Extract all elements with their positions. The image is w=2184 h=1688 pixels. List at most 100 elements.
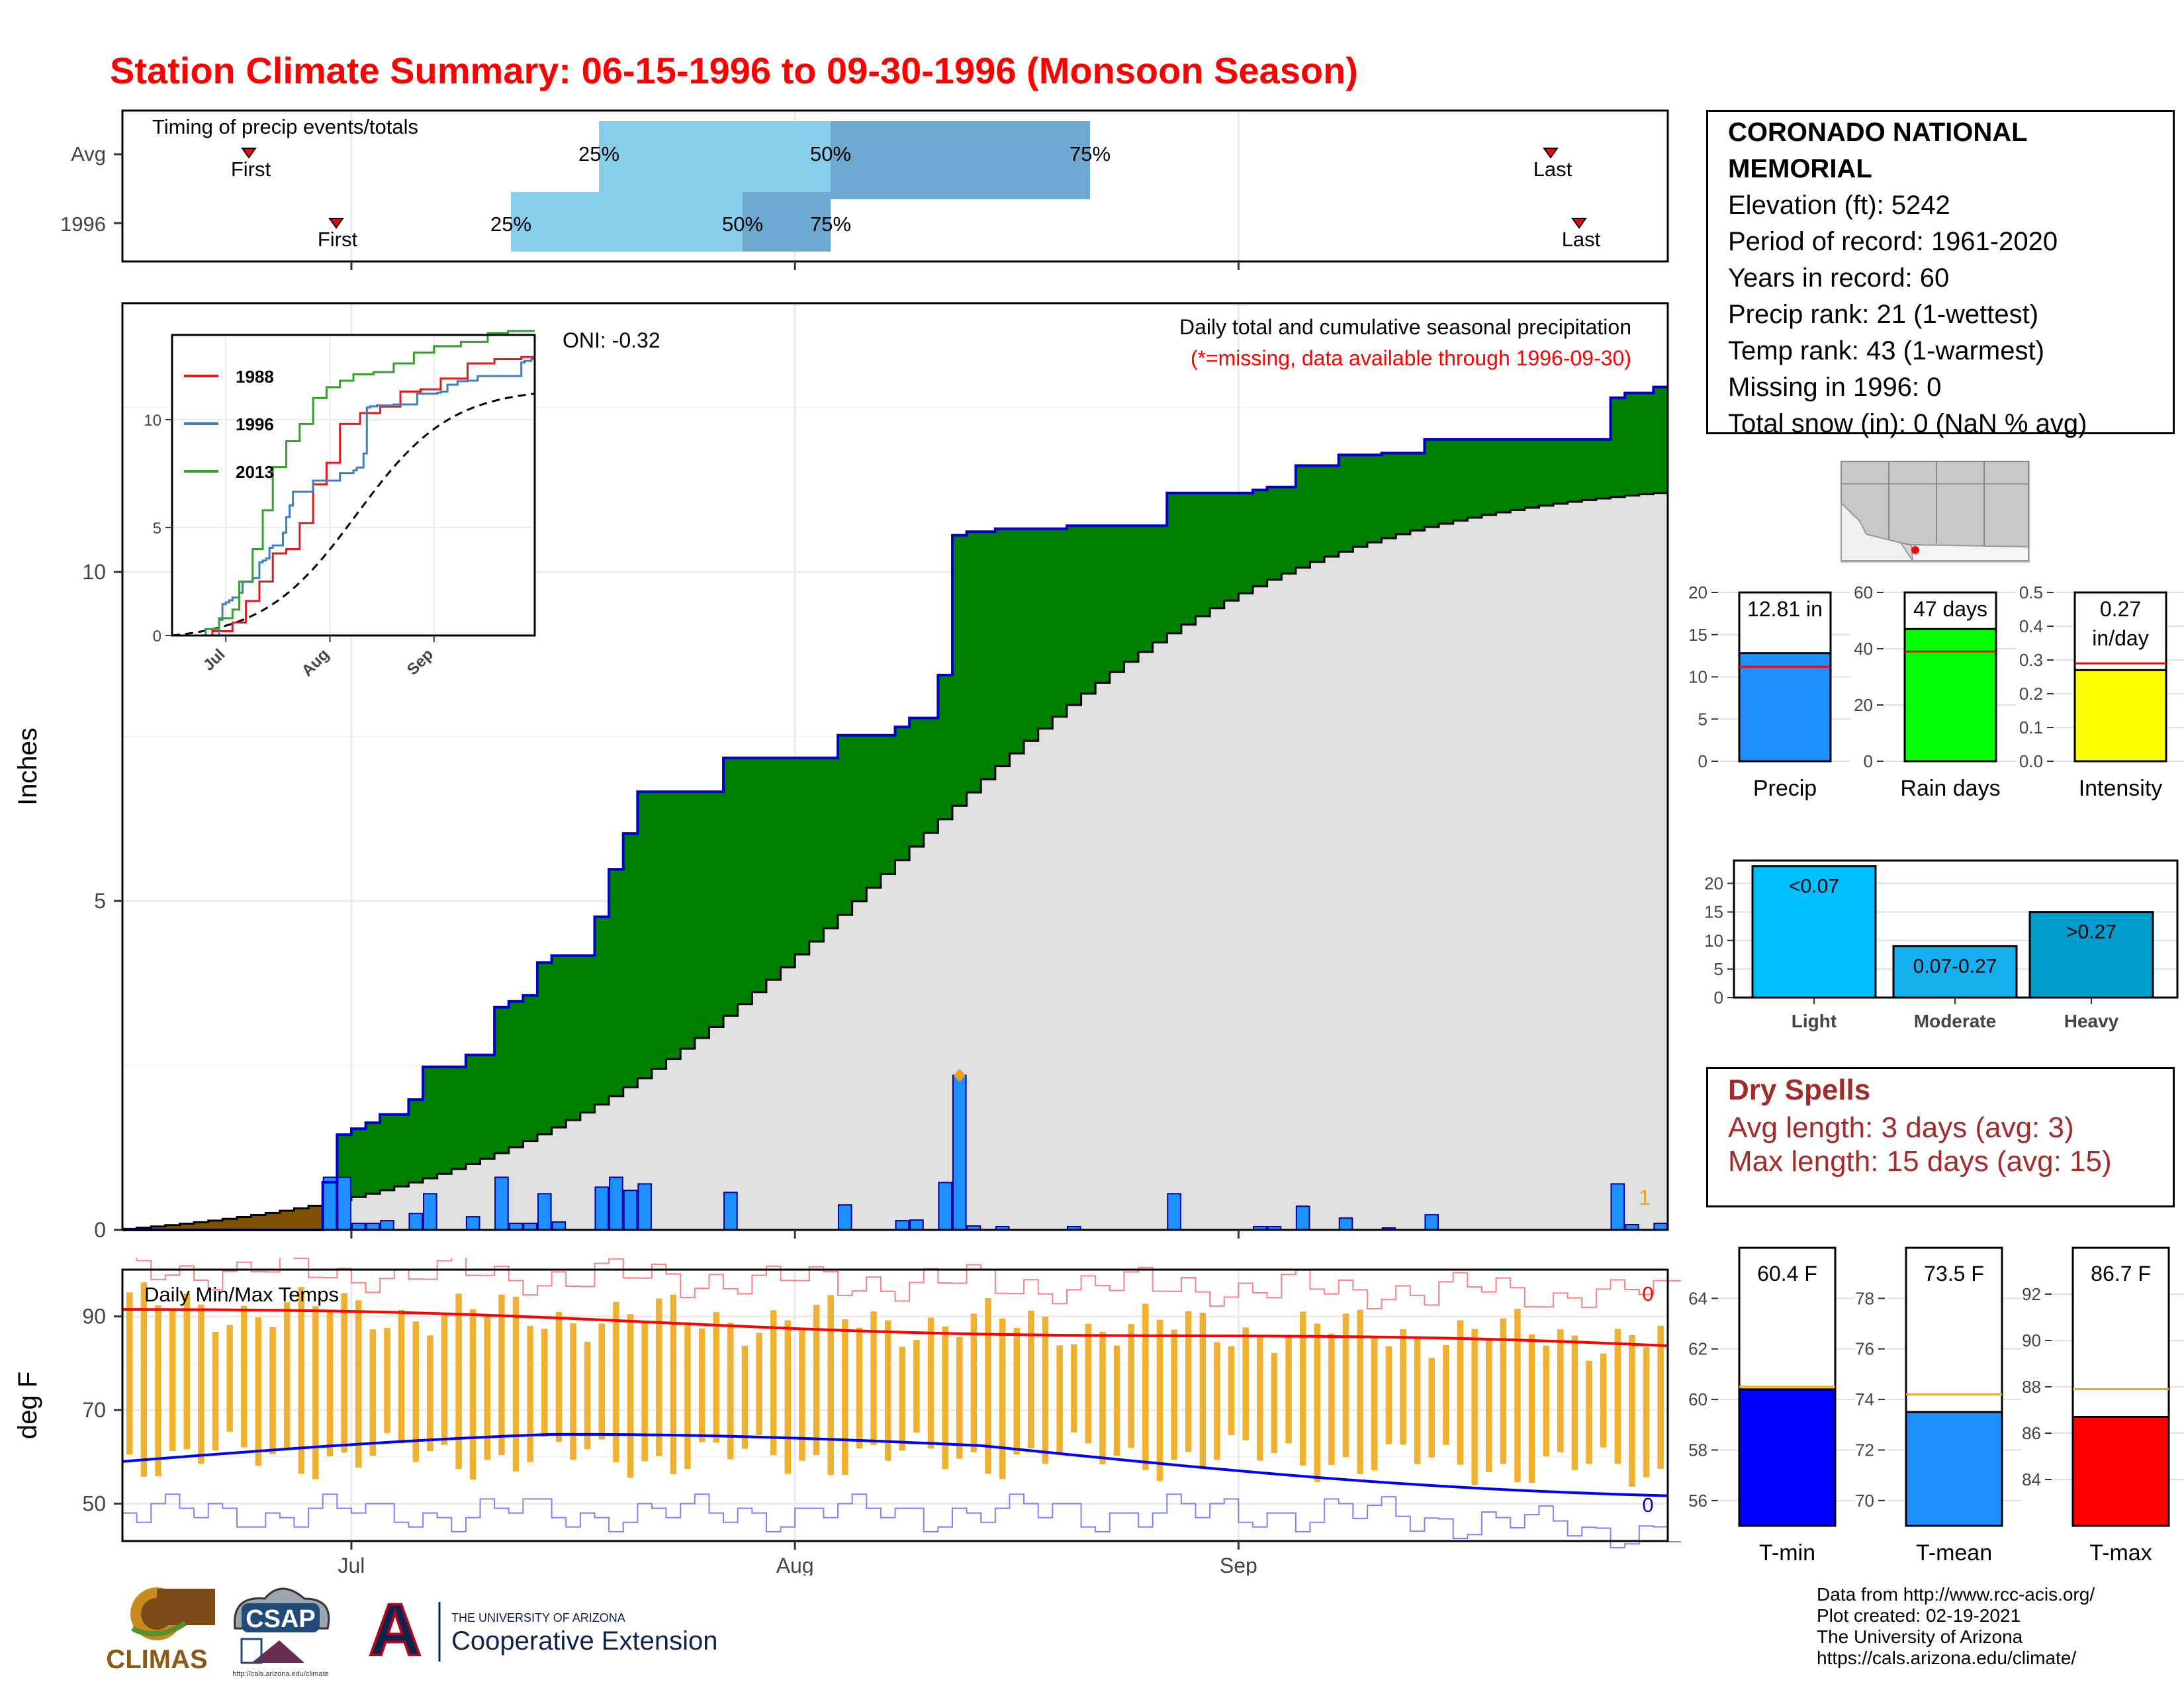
timing-1996-p50: 50% xyxy=(722,212,763,236)
precip-events-chart: 0 5 10 15 20 <0.07 Light 0.07-0.27 Moderate >0.27… xyxy=(1704,859,2179,1031)
rain-days-bar xyxy=(1903,628,1997,763)
precip-total-ytick-label: 0 xyxy=(1698,751,1707,771)
timing-frame xyxy=(121,109,1669,263)
timing-avg-p50: 50% xyxy=(810,142,851,165)
main-ylabel: Inches xyxy=(13,727,42,806)
daily-temp-bar xyxy=(198,1304,205,1464)
inset-legend-label: 2013 xyxy=(236,462,274,482)
daily-precip-bar xyxy=(494,1176,509,1231)
daily-temp-bar xyxy=(670,1294,677,1474)
credits-line3: The University of Arizona xyxy=(1817,1626,2023,1647)
daily-temp-bar xyxy=(613,1301,619,1463)
daily-temp-bar xyxy=(584,1342,591,1450)
daily-temp-bar xyxy=(1242,1327,1249,1440)
inset-legend-label: 1996 xyxy=(236,414,274,434)
inset-bg xyxy=(172,335,535,635)
t-mean-ytick-label: 74 xyxy=(1855,1389,1874,1409)
daily-temp-bar xyxy=(684,1322,691,1470)
precip-total-bar xyxy=(1738,652,1832,763)
avg-max-temp-line xyxy=(122,1308,1668,1348)
daily-temp-bar xyxy=(441,1313,448,1445)
inset-line-1988 xyxy=(172,355,535,637)
ua-logo: A THE UNIVERSITY OF ARIZONA Cooperative … xyxy=(365,1588,717,1672)
timing-1996-first-marker xyxy=(328,218,344,229)
corner-count: 1 xyxy=(1639,1186,1651,1209)
t-min-ytick-label: 62 xyxy=(1688,1339,1707,1359)
daily-temp-bar xyxy=(455,1293,462,1469)
precip-total-value-label: 12.81 in xyxy=(1747,597,1823,621)
timing-avg-25-50 xyxy=(599,121,831,199)
dry-spells-box: Dry Spells Avg length: 3 days (avg: 3) M… xyxy=(1706,1067,2175,1207)
station-location-marker xyxy=(1911,546,1919,554)
temp-frame xyxy=(121,1268,1669,1542)
daily-temp-bar xyxy=(985,1298,991,1474)
timing-row-1996: 1996 xyxy=(60,212,106,236)
daily-temp-bar xyxy=(126,1292,133,1455)
dry-spells-title: Dry Spells xyxy=(1728,1074,1871,1106)
daily-temp-bar xyxy=(155,1305,161,1477)
daily-temp-bar xyxy=(942,1326,948,1470)
intensity-ytick-label: 0.0 xyxy=(2019,751,2043,771)
daily-precip-bar xyxy=(465,1216,480,1231)
daily-temp-bar xyxy=(555,1311,563,1442)
daily-temp-bar xyxy=(1586,1360,1592,1464)
daily-precip-bar xyxy=(938,1182,952,1231)
daily-temp-bar xyxy=(1085,1323,1092,1444)
daily-temp-bar xyxy=(1400,1329,1406,1445)
daily-temp-bar xyxy=(1028,1311,1034,1449)
daily-temp-bar xyxy=(1199,1313,1206,1468)
above-average-area xyxy=(122,387,1668,1230)
daily-temp-bar xyxy=(1385,1346,1392,1444)
daily-temp-bar xyxy=(1614,1329,1621,1464)
daily-precip-bar xyxy=(423,1193,437,1231)
intensity-ytick-label: 0.1 xyxy=(2019,718,2043,737)
daily-temp-bar xyxy=(641,1321,648,1462)
t-max-ytick-label: 90 xyxy=(2022,1331,2041,1350)
t-min-value-label: 60.4 F xyxy=(1757,1262,1817,1286)
station-name-line1: CORONADO NATIONAL xyxy=(1728,118,2028,147)
daily-temp-bar xyxy=(870,1311,877,1445)
daily-temp-bar xyxy=(1371,1338,1378,1471)
rain-days-ytick-label: 0 xyxy=(1864,751,1873,771)
temp-top-count: 0 xyxy=(1642,1282,1653,1305)
daily-temp-bar xyxy=(427,1335,433,1452)
temp-ytick-label: 70 xyxy=(82,1398,106,1422)
daily-temp-bar xyxy=(1342,1313,1349,1457)
temp-xtick-label: Jul xyxy=(338,1554,365,1575)
daily-precip-bar xyxy=(637,1183,652,1231)
svg-text:A: A xyxy=(369,1589,421,1671)
events-xtick-label: Light xyxy=(1792,1011,1837,1031)
intensity-bar xyxy=(2073,669,2167,763)
daily-temp-bar xyxy=(1443,1344,1449,1445)
temp-bottom-count: 0 xyxy=(1642,1493,1653,1517)
inset-ytick-label: 5 xyxy=(153,520,161,538)
events-bar-heavy xyxy=(2028,911,2154,999)
temp-ytick-label: 90 xyxy=(82,1305,106,1329)
timing-avg-50-75 xyxy=(831,121,1090,199)
daily-temp-bar xyxy=(727,1323,734,1460)
intensity-ytick-label: 0.5 xyxy=(2019,583,2043,602)
daily-temp-bar xyxy=(1299,1311,1306,1466)
daily-precip-bar xyxy=(1167,1193,1181,1231)
main-ytick-label: 0 xyxy=(94,1218,106,1242)
daily-precip-bar xyxy=(551,1221,567,1231)
daily-precip-bar xyxy=(408,1213,424,1231)
daily-temp-bar xyxy=(541,1329,548,1437)
events-ytick-label: 20 xyxy=(1704,874,1723,894)
station-elevation: Elevation (ft): 5242 xyxy=(1728,191,1950,220)
daily-temp-bar xyxy=(698,1328,705,1442)
logo-row: CLIMAS CSAP http://cals.arizona.edu/clim… xyxy=(106,1587,717,1678)
daily-temp-bar xyxy=(627,1314,634,1478)
daily-precip-bar xyxy=(594,1186,610,1231)
t-max-ytick-label: 92 xyxy=(2022,1284,2041,1304)
daily-temp-bar xyxy=(956,1336,963,1459)
t-mean-label: T-mean xyxy=(1916,1540,1992,1566)
daily-temp-bar xyxy=(140,1282,148,1477)
oni-label: ONI: -0.32 xyxy=(563,328,660,352)
temp-ylabel: deg F xyxy=(13,1372,42,1439)
main-frame xyxy=(121,302,1669,1231)
rain-days-ytick-label: 60 xyxy=(1854,583,1873,602)
timing-avg-p75: 75% xyxy=(1069,142,1111,165)
temp-stat-bars: 56 58 60 62 64 60.4 F T-min 70 72 74 76 78 73.5 F T-m… xyxy=(1688,1246,2184,1566)
station-snow: Total snow (in): 0 (NaN % avg) xyxy=(1728,409,2087,438)
